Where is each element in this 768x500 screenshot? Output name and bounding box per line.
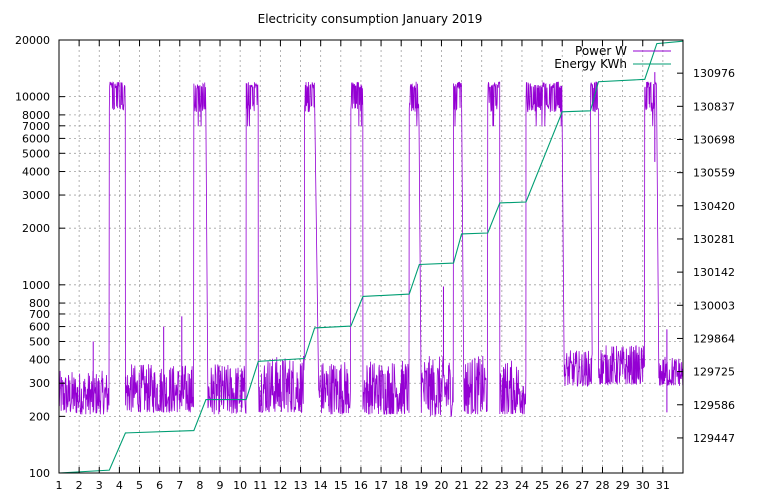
y-right-tick-label: 129586 [693,399,735,412]
y-right-tick-label: 130003 [693,299,735,312]
x-tick-label: 20 [434,479,448,492]
y-left-tick-label: 7000 [22,120,50,133]
energy-series [58,40,684,474]
chart-title: Electricity consumption January 2019 [258,12,483,26]
x-tick-label: 28 [595,479,609,492]
y-left-tick-label: 6000 [22,132,50,145]
y-left-tick-label: 600 [29,321,50,334]
legend-label-energy: Energy KWh [554,57,627,71]
x-tick-label: 23 [495,479,509,492]
x-tick-label: 10 [233,479,247,492]
y-left-tick-label: 100 [29,467,50,480]
x-tick-label: 17 [374,479,388,492]
y-right-tick-label: 129864 [693,332,735,345]
y-right-tick-label: 129725 [693,366,735,379]
y-right-tick-label: 130420 [693,200,735,213]
y-left-tick-label: 700 [29,308,50,321]
y-right-tick-label: 129447 [693,432,735,445]
x-axis: 1 2 3 4 5 6 7 8 9 10 11 12 13 14 15 16 17 18 19 20 21 22 23 24 2… [56,40,670,492]
x-tick-label: 22 [475,479,489,492]
x-tick-label: 25 [535,479,549,492]
x-tick-label: 13 [294,479,308,492]
power-series [58,72,684,417]
x-tick-label: 21 [455,479,469,492]
legend-label-power: Power W [575,44,627,58]
x-tick-label: 14 [314,479,328,492]
x-tick-label: 5 [136,479,143,492]
x-tick-label: 3 [96,479,103,492]
y-right-tick-label: 130142 [693,266,735,279]
legend: Power W Energy KWh [554,44,671,71]
x-tick-label: 6 [156,479,163,492]
x-tick-label: 9 [217,479,224,492]
x-tick-label: 4 [116,479,123,492]
y-left-tick-label: 4000 [22,166,50,179]
energy-line [58,40,684,474]
y-left-tick-label: 20000 [15,34,50,47]
y-left-tick-label: 5000 [22,147,50,160]
y-left-tick-label: 500 [29,335,50,348]
y-left-tick-label: 300 [29,377,50,390]
y-left-tick-label: 200 [29,410,50,423]
x-tick-label: 8 [196,479,203,492]
x-tick-label: 16 [354,479,368,492]
y-right-tick-label: 130698 [693,133,735,146]
y-left-tick-label: 8000 [22,109,50,122]
x-tick-label: 27 [575,479,589,492]
y-right-tick-label: 130281 [693,233,735,246]
y-left-tick-label: 1000 [22,279,50,292]
y-right-tick-label: 130837 [693,100,735,113]
y-left-tick-label: 400 [29,354,50,367]
y-left-tick-label: 800 [29,297,50,310]
x-tick-label: 24 [515,479,529,492]
x-tick-label: 26 [555,479,569,492]
x-tick-label: 29 [616,479,630,492]
x-tick-label: 11 [253,479,267,492]
x-tick-label: 12 [273,479,287,492]
y-right-tick-label: 130976 [693,67,735,80]
y-left-tick-label: 10000 [15,91,50,104]
plot-frame [58,39,684,474]
grid-layer [59,40,683,473]
x-tick-label: 19 [414,479,428,492]
x-tick-label: 15 [334,479,348,492]
x-tick-label: 30 [636,479,650,492]
y-left-tick-label: 2000 [22,222,50,235]
x-tick-label: 7 [176,479,183,492]
x-tick-label: 2 [76,479,83,492]
y-left-tick-label: 3000 [22,189,50,202]
x-tick-label: 31 [656,479,670,492]
x-tick-label: 1 [56,479,63,492]
y-right-tick-label: 130559 [693,167,735,180]
x-tick-label: 18 [394,479,408,492]
y-right-axis: 129447 129586 129725 129864 130003 130142 1302… [677,67,735,445]
power-line [58,81,684,417]
